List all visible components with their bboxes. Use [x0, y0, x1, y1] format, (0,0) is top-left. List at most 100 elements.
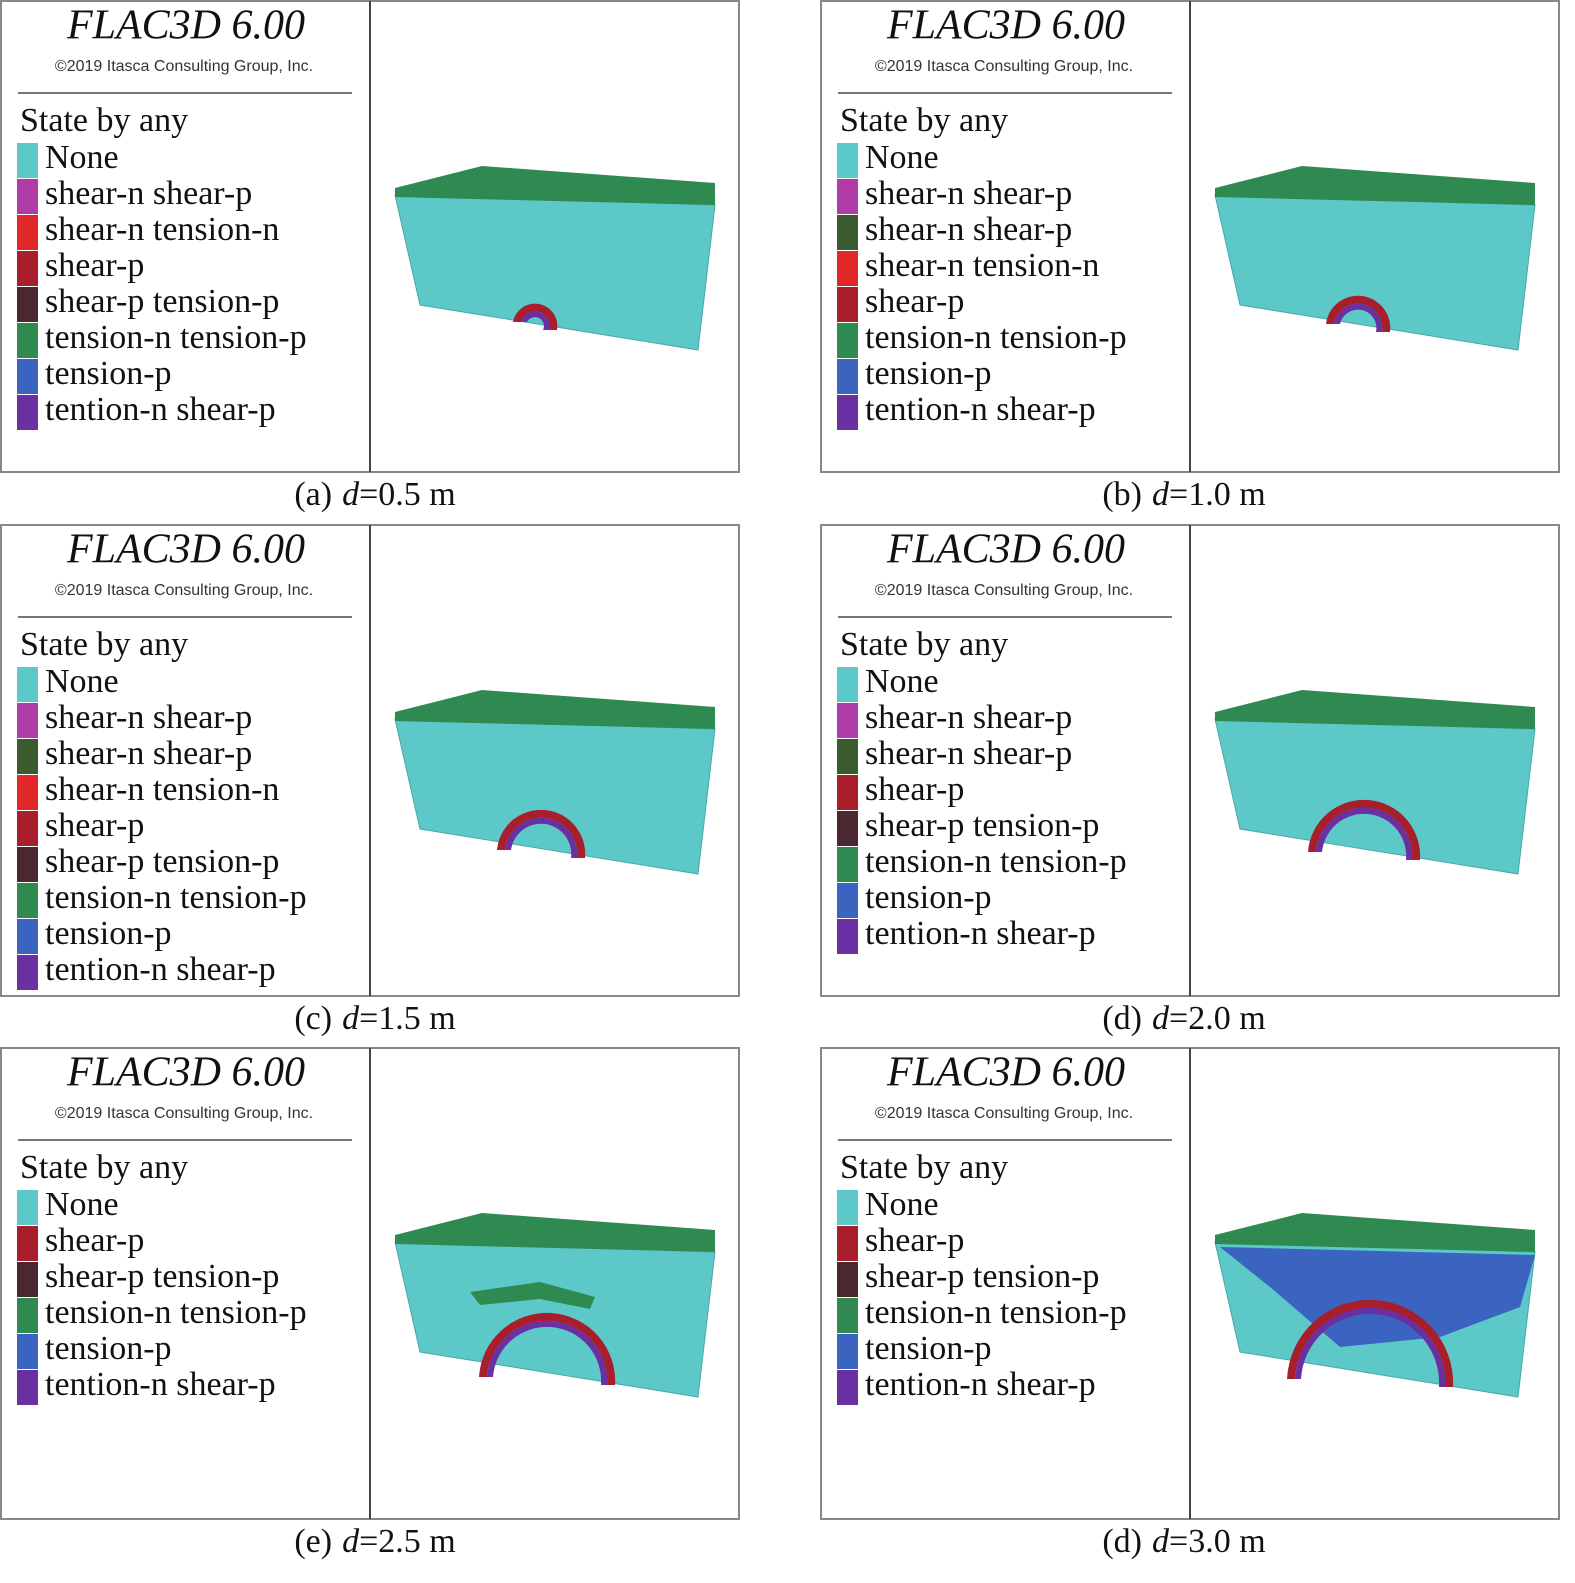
- legend-title: State by any: [20, 102, 188, 139]
- legend-swatch: [837, 847, 858, 882]
- caption-label: (b): [1102, 476, 1142, 513]
- legend-swatch: [837, 251, 858, 286]
- legend-swatch: [837, 359, 858, 394]
- model-blue-zone: [470, 1282, 595, 1309]
- legend-label: tension-n tension-p: [865, 843, 1127, 880]
- legend-label: tension-p: [865, 879, 992, 916]
- arch-outer: [513, 303, 558, 330]
- arch-inner: [521, 311, 550, 330]
- legend-swatch: [17, 775, 38, 810]
- legend-swatch: [17, 1370, 38, 1405]
- legend-swatch: [17, 179, 38, 214]
- legend-title: State by any: [20, 1149, 188, 1186]
- legend-label: tension-p: [865, 1330, 992, 1367]
- legend-swatch: [837, 739, 858, 774]
- legend-label: shear-n shear-p: [45, 699, 252, 736]
- arch-outer: [1308, 799, 1421, 860]
- panel: FLAC3D 6.00 ©2019 Itasca Consulting Group…: [0, 524, 740, 997]
- legend-label: None: [865, 663, 939, 700]
- legend-label: shear-p tension-p: [865, 1258, 1099, 1295]
- software-title: FLAC3D 6.00: [66, 1050, 305, 1096]
- legend-label: shear-p: [865, 771, 964, 808]
- legend-swatch: [837, 883, 858, 918]
- model-view: [394, 1213, 716, 1398]
- legend-label: shear-p: [45, 247, 144, 284]
- legend-label: shear-p tension-p: [45, 843, 279, 880]
- panel: FLAC3D 6.00 ©2019 Itasca Consulting Group…: [0, 0, 740, 473]
- model-top: [1215, 166, 1535, 205]
- legend-label: shear-p: [45, 807, 144, 844]
- legend-label: shear-p: [865, 283, 964, 320]
- legend-swatch: [17, 1334, 38, 1369]
- legend-label: shear-p tension-p: [865, 807, 1099, 844]
- legend-label: shear-n tension-n: [865, 247, 1099, 284]
- arch-inner: [1334, 303, 1383, 332]
- copyright: ©2019 Itasca Consulting Group, Inc.: [55, 58, 313, 75]
- legend-swatch: [17, 667, 38, 702]
- software-title: FLAC3D 6.00: [66, 3, 305, 49]
- legend-label: tention-n shear-p: [865, 1366, 1096, 1403]
- legend-label: tension-p: [45, 355, 172, 392]
- caption-label: (d): [1102, 1000, 1142, 1037]
- caption: (c) d=1.5 m: [294, 1000, 455, 1037]
- legend-swatch: [17, 395, 38, 430]
- legend-swatch: [17, 883, 38, 918]
- legend-label: tension-n tension-p: [865, 319, 1127, 356]
- legend-swatch: [837, 775, 858, 810]
- caption-value: =2.0 m: [1169, 1000, 1266, 1037]
- legend-swatch: [17, 1262, 38, 1297]
- panel: FLAC3D 6.00 ©2019 Itasca Consulting Group…: [820, 0, 1560, 473]
- caption-value: =0.5 m: [359, 476, 456, 513]
- legend-label: None: [45, 1186, 119, 1223]
- copyright: ©2019 Itasca Consulting Group, Inc.: [875, 58, 1133, 75]
- copyright: ©2019 Itasca Consulting Group, Inc.: [55, 1105, 313, 1122]
- legend-swatch: [17, 1190, 38, 1225]
- legend-label: tention-n shear-p: [45, 391, 276, 428]
- copyright: ©2019 Itasca Consulting Group, Inc.: [55, 582, 313, 599]
- model-view: [394, 166, 716, 351]
- legend-swatch: [837, 1226, 858, 1261]
- software-title: FLAC3D 6.00: [66, 527, 305, 573]
- legend-title: State by any: [840, 626, 1008, 663]
- legend-label: tension-p: [45, 1330, 172, 1367]
- legend-label: tention-n shear-p: [865, 915, 1096, 952]
- caption-value: =2.5 m: [359, 1523, 456, 1560]
- legend-label: tension-p: [45, 915, 172, 952]
- software-title: FLAC3D 6.00: [886, 1050, 1125, 1096]
- model-top: [395, 166, 715, 205]
- legend-swatch: [17, 359, 38, 394]
- legend-swatch: [17, 955, 38, 990]
- caption-value: =1.0 m: [1169, 476, 1266, 513]
- caption-label: (a): [294, 476, 332, 513]
- legend-swatch: [17, 323, 38, 358]
- model-view: [394, 690, 716, 875]
- software-title: FLAC3D 6.00: [886, 527, 1125, 573]
- legend-label: shear-n shear-p: [865, 735, 1072, 772]
- legend-title: State by any: [840, 102, 1008, 139]
- copyright: ©2019 Itasca Consulting Group, Inc.: [875, 582, 1133, 599]
- caption: (d) d=2.0 m: [1102, 1000, 1265, 1037]
- legend-label: tension-n tension-p: [45, 879, 307, 916]
- legend-label: shear-p: [45, 1222, 144, 1259]
- legend-label: shear-n shear-p: [865, 175, 1072, 212]
- caption-variable: d: [342, 1000, 360, 1037]
- legend-swatch: [837, 1190, 858, 1225]
- legend-swatch: [837, 919, 858, 954]
- legend-label: None: [45, 663, 119, 700]
- arch-inner: [505, 817, 578, 858]
- legend-swatch: [837, 667, 858, 702]
- caption-variable: d: [342, 1523, 360, 1560]
- legend-swatch: [17, 919, 38, 954]
- panel: FLAC3D 6.00 ©2019 Itasca Consulting Group…: [820, 1047, 1560, 1520]
- legend-label: tension-n tension-p: [45, 319, 307, 356]
- caption-variable: d: [1152, 1000, 1170, 1037]
- caption-value: =1.5 m: [359, 1000, 456, 1037]
- caption-label: (e): [294, 1523, 332, 1560]
- legend-swatch: [837, 179, 858, 214]
- legend-swatch: [837, 395, 858, 430]
- caption: (e) d=2.5 m: [294, 1523, 455, 1560]
- caption-label: (c): [294, 1000, 332, 1037]
- caption-label: (d): [1102, 1523, 1142, 1560]
- panel: FLAC3D 6.00 ©2019 Itasca Consulting Group…: [820, 524, 1560, 997]
